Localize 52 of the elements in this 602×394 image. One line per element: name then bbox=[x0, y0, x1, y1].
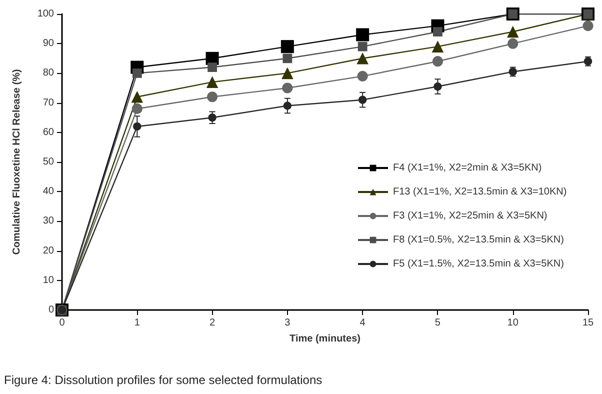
y-tick-label: 80 bbox=[42, 68, 54, 79]
point bbox=[434, 82, 442, 91]
legend-label: F5 (X1=1.5%, X2=13.5min & X3=5KN) bbox=[393, 258, 564, 270]
point bbox=[432, 40, 444, 52]
point bbox=[433, 27, 442, 36]
point bbox=[432, 56, 444, 67]
legend-label: F8 (X1=0.5%, X2=13.5min & X3=5KN) bbox=[393, 234, 564, 246]
y-tick-label: 10 bbox=[42, 274, 54, 286]
point bbox=[356, 28, 370, 42]
point bbox=[280, 40, 294, 54]
point bbox=[508, 38, 518, 49]
y-tick-label: 90 bbox=[42, 38, 54, 50]
point bbox=[283, 102, 292, 110]
point bbox=[208, 114, 216, 122]
point bbox=[208, 62, 217, 72]
x-tick-label: 10 bbox=[507, 318, 519, 328]
point bbox=[582, 20, 594, 32]
point bbox=[206, 76, 218, 88]
y-tick-label: 50 bbox=[42, 156, 54, 168]
x-tick-label: 2 bbox=[210, 318, 216, 328]
legend-label: F13 (X1=1%, X2=13.5min & X3=10KN) bbox=[393, 186, 567, 198]
point bbox=[506, 26, 519, 38]
y-tick-label: 100 bbox=[37, 8, 54, 20]
y-axis-title: Comulative Fluoxetine HCl Release (%) bbox=[12, 69, 22, 255]
point bbox=[356, 52, 368, 64]
point bbox=[357, 70, 368, 82]
y-tick-label: 60 bbox=[42, 126, 54, 138]
legend-label: F3 (X1=1%, X2=25min & X3=5KN) bbox=[393, 210, 548, 222]
legend-label: F4 (X1=1%, X2=2min & X3=5KN) bbox=[393, 162, 542, 174]
x-tick-label: 4 bbox=[360, 318, 366, 328]
point bbox=[282, 82, 293, 94]
point bbox=[358, 96, 367, 104]
point bbox=[282, 67, 294, 80]
x-tick-label: 3 bbox=[284, 318, 291, 328]
point bbox=[131, 90, 144, 103]
point bbox=[206, 92, 218, 102]
caption: Figure 4: Dissolution profiles for some selected formulations bbox=[4, 373, 322, 387]
y-tick-label: 30 bbox=[42, 216, 54, 227]
y-tick-label: 0 bbox=[48, 304, 54, 316]
point bbox=[358, 42, 368, 52]
x-axis-title: Time (minutes) bbox=[290, 334, 360, 344]
x-tick-label: 1 bbox=[134, 318, 140, 328]
x-tick-label: 15 bbox=[582, 318, 594, 328]
point bbox=[132, 68, 142, 78]
point bbox=[282, 54, 292, 64]
point bbox=[133, 122, 142, 131]
y-tick-label: 20 bbox=[42, 245, 54, 256]
y-tick-label: 40 bbox=[42, 186, 54, 198]
x-tick-label: 0 bbox=[59, 318, 66, 328]
point bbox=[132, 103, 142, 114]
x-tick-label: 5 bbox=[434, 318, 441, 328]
y-tick-label: 70 bbox=[42, 97, 54, 108]
